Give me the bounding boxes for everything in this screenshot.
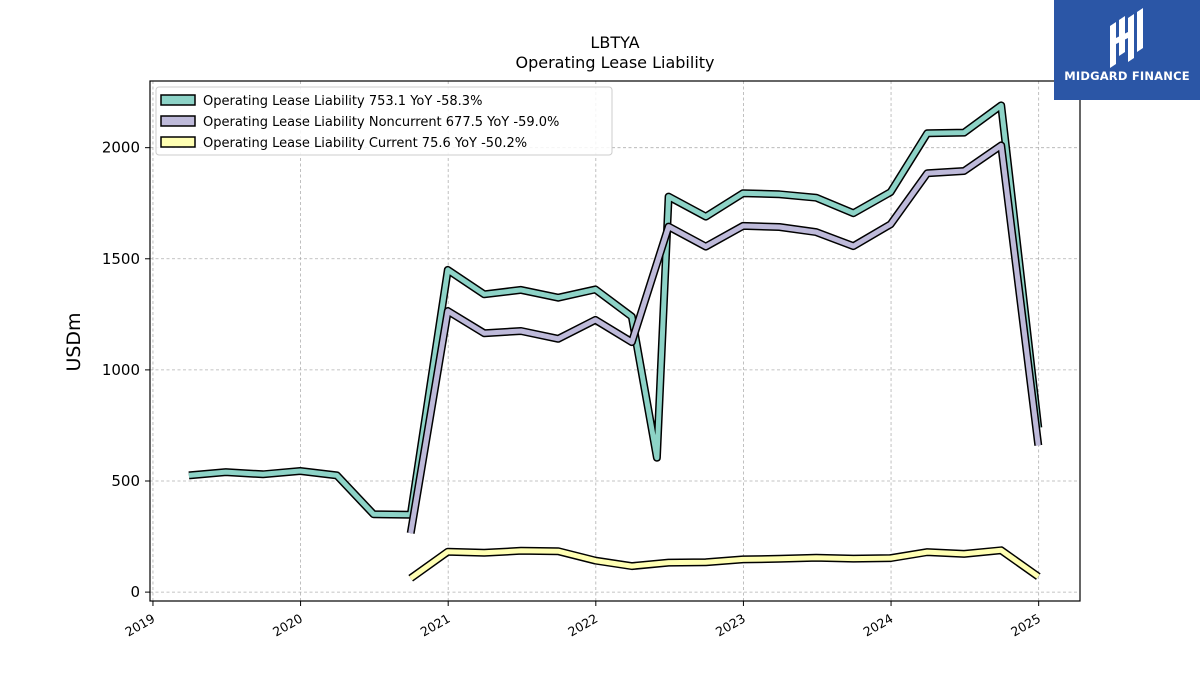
brand-logo: MIDGARD FINANCE	[1054, 0, 1200, 100]
series-line	[188, 102, 1041, 518]
x-tick-label: 2025	[1008, 611, 1043, 640]
legend-box	[155, 86, 613, 156]
y-tick-label: 500	[111, 472, 140, 490]
series-line	[408, 142, 1041, 534]
x-tick-label: 2024	[860, 611, 895, 640]
legend-swatch	[160, 115, 196, 127]
x-tick-label: 2021	[418, 611, 453, 640]
x-tick-label: 2023	[713, 611, 748, 640]
y-tick-label: 0	[130, 583, 140, 601]
x-tick-label: 2019	[122, 611, 157, 640]
legend-entry: Operating Lease Liability 753.1 YoY -58.…	[203, 94, 482, 109]
legend-swatch	[160, 94, 196, 106]
x-tick-label: 2022	[565, 611, 600, 640]
legend-entry: Operating Lease Liability Noncurrent 677…	[203, 115, 559, 130]
y-tick-label: 1000	[102, 361, 140, 379]
legend-swatch	[160, 136, 196, 148]
y-tick-label: 1500	[102, 250, 140, 268]
y-tick-label: 2000	[102, 139, 140, 157]
chart-title: LBTYA	[590, 33, 639, 52]
brand-name: MIDGARD FINANCE	[1064, 69, 1190, 83]
midgard-logo-icon	[1110, 8, 1143, 68]
legend-entry: Operating Lease Liability Current 75.6 Y…	[203, 136, 527, 151]
chart-subtitle: Operating Lease Liability	[515, 53, 714, 72]
series-layer	[188, 101, 1043, 582]
grid-layer	[150, 81, 1080, 601]
x-tick-label: 2020	[270, 611, 305, 640]
series-line	[409, 547, 1040, 581]
series-outline	[188, 101, 1043, 519]
plot-frame	[149, 80, 1081, 602]
y-axis-label: USDm	[63, 312, 85, 371]
legend: Operating Lease Liability 753.1 YoY -58.…	[155, 86, 613, 156]
